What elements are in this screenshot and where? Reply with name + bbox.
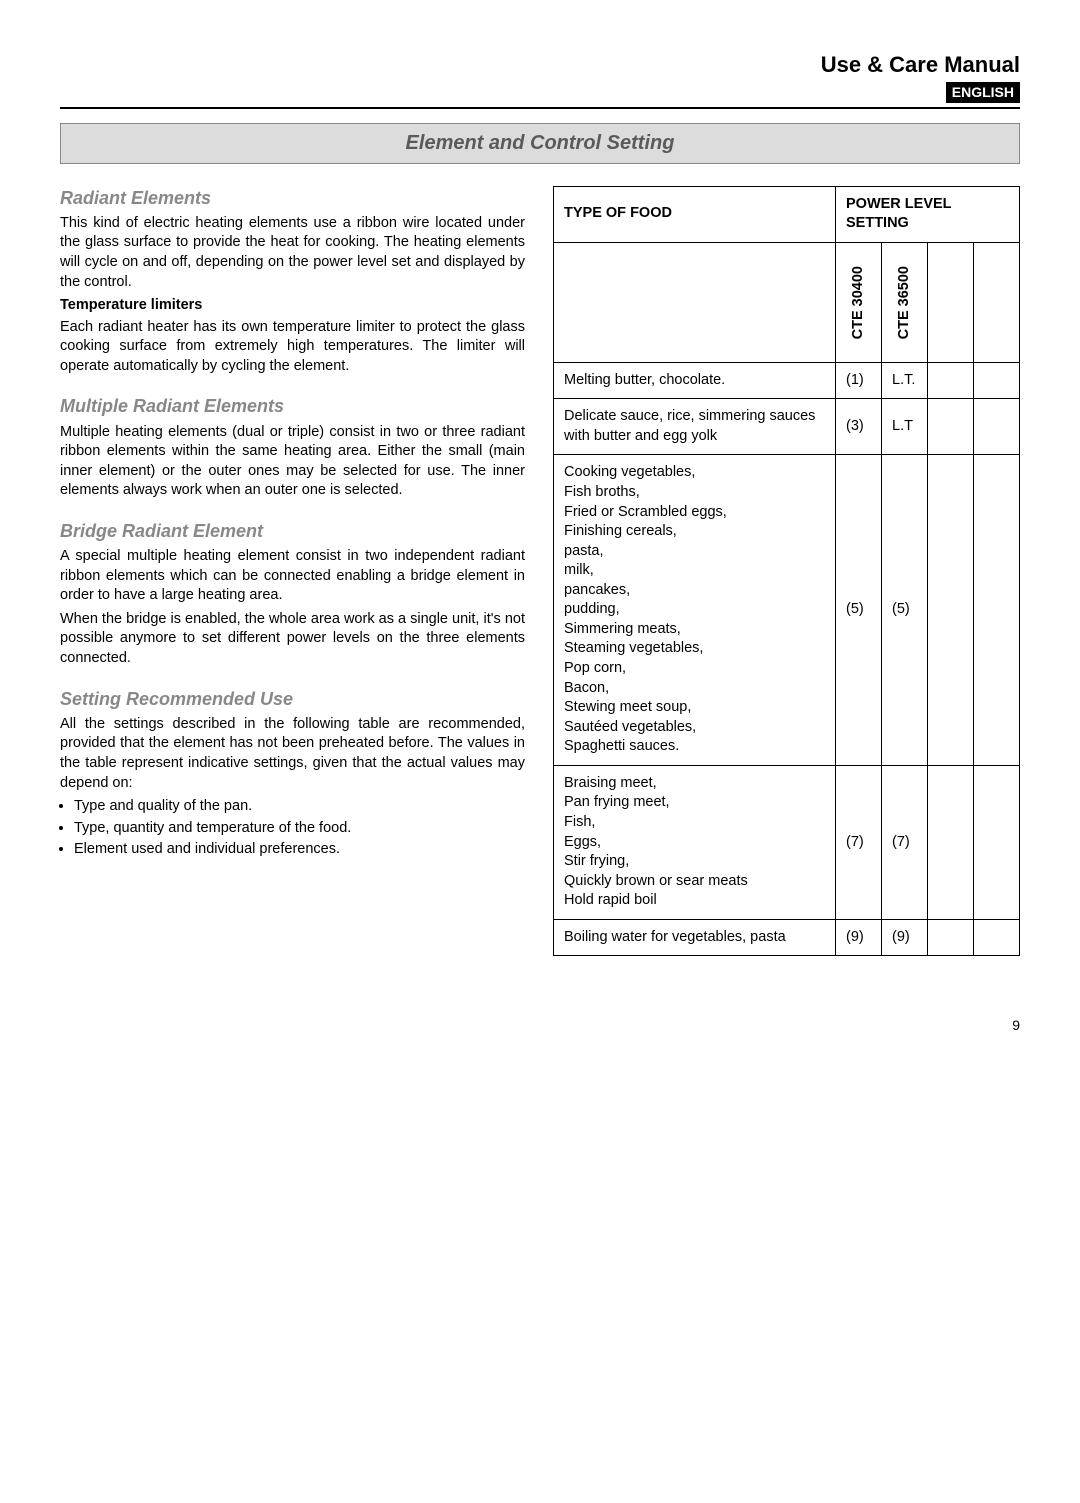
th-food: TYPE OF FOOD [554, 186, 836, 242]
val-cell: (1) [836, 362, 882, 399]
val-cell: L.T. [882, 362, 928, 399]
val-cell: (9) [882, 919, 928, 956]
model-col-2: CTE 36500 [882, 242, 928, 362]
food-cell: Delicate sauce, rice, simmering sauces w… [554, 399, 836, 455]
multiple-heading: Multiple Radiant Elements [60, 394, 525, 418]
food-cell: Melting butter, chocolate. [554, 362, 836, 399]
empty-cell [928, 399, 974, 455]
empty-cell [928, 765, 974, 919]
empty-col-4 [974, 242, 1020, 362]
bridge-p2: When the bridge is enabled, the whole ar… [60, 610, 525, 669]
model-label-1: CTE 30400 [849, 266, 869, 339]
table-row: Melting butter, chocolate. (1) L.T. [554, 362, 1020, 399]
val-cell: (3) [836, 399, 882, 455]
th-power: POWER LEVEL SETTING [836, 186, 1020, 242]
food-cell: Cooking vegetables, Fish broths, Fried o… [554, 455, 836, 765]
empty-cell [974, 362, 1020, 399]
bullet-item: Type, quantity and temperature of the fo… [74, 819, 525, 839]
empty-col-3 [928, 242, 974, 362]
empty-cell [974, 399, 1020, 455]
table-row: Braising meet, Pan frying meet, Fish, Eg… [554, 765, 1020, 919]
table-row: Boiling water for vegetables, pasta (9) … [554, 919, 1020, 956]
table-row: Cooking vegetables, Fish broths, Fried o… [554, 455, 1020, 765]
bridge-block: Bridge Radiant Element A special multipl… [60, 519, 525, 669]
manual-title: Use & Care Manual [60, 50, 1020, 80]
model-col-1: CTE 30400 [836, 242, 882, 362]
val-cell: (5) [836, 455, 882, 765]
bullet-item: Type and quality of the pan. [74, 797, 525, 817]
page-number: 9 [60, 1016, 1020, 1035]
food-cell: Boiling water for vegetables, pasta [554, 919, 836, 956]
empty-cell [554, 242, 836, 362]
section-banner: Element and Control Setting [60, 123, 1020, 164]
empty-cell [928, 455, 974, 765]
empty-cell [928, 362, 974, 399]
food-table: TYPE OF FOOD POWER LEVEL SETTING CTE 304… [553, 186, 1020, 957]
bullet-item: Element used and individual preferences. [74, 840, 525, 860]
radiant-p1: This kind of electric heating elements u… [60, 214, 525, 292]
left-column: Radiant Elements This kind of electric h… [60, 186, 525, 957]
multiple-p1: Multiple heating elements (dual or tripl… [60, 423, 525, 501]
right-column: TYPE OF FOOD POWER LEVEL SETTING CTE 304… [553, 186, 1020, 957]
table-row: Delicate sauce, rice, simmering sauces w… [554, 399, 1020, 455]
setting-block: Setting Recommended Use All the settings… [60, 687, 525, 860]
val-cell: (7) [836, 765, 882, 919]
val-cell: (9) [836, 919, 882, 956]
empty-cell [974, 765, 1020, 919]
empty-cell [928, 919, 974, 956]
setting-p1: All the settings described in the follow… [60, 715, 525, 793]
content-columns: Radiant Elements This kind of electric h… [60, 186, 1020, 957]
food-cell: Braising meet, Pan frying meet, Fish, Eg… [554, 765, 836, 919]
bridge-heading: Bridge Radiant Element [60, 519, 525, 543]
empty-cell [974, 455, 1020, 765]
setting-bullets: Type and quality of the pan. Type, quant… [60, 797, 525, 860]
multiple-block: Multiple Radiant Elements Multiple heati… [60, 394, 525, 501]
language-badge: ENGLISH [946, 82, 1020, 103]
table-header-row: TYPE OF FOOD POWER LEVEL SETTING [554, 186, 1020, 242]
setting-heading: Setting Recommended Use [60, 687, 525, 711]
radiant-heading: Radiant Elements [60, 186, 525, 210]
radiant-p2: Each radiant heater has its own temperat… [60, 318, 525, 377]
temp-limiters-label: Temperature limiters [60, 296, 525, 316]
radiant-block: Radiant Elements This kind of electric h… [60, 186, 525, 377]
val-cell: L.T [882, 399, 928, 455]
val-cell: (5) [882, 455, 928, 765]
bridge-p1: A special multiple heating element consi… [60, 547, 525, 606]
val-cell: (7) [882, 765, 928, 919]
page-header: Use & Care Manual ENGLISH [60, 50, 1020, 109]
empty-cell [974, 919, 1020, 956]
model-header-row: CTE 30400 CTE 36500 [554, 242, 1020, 362]
model-label-2: CTE 36500 [895, 266, 915, 339]
